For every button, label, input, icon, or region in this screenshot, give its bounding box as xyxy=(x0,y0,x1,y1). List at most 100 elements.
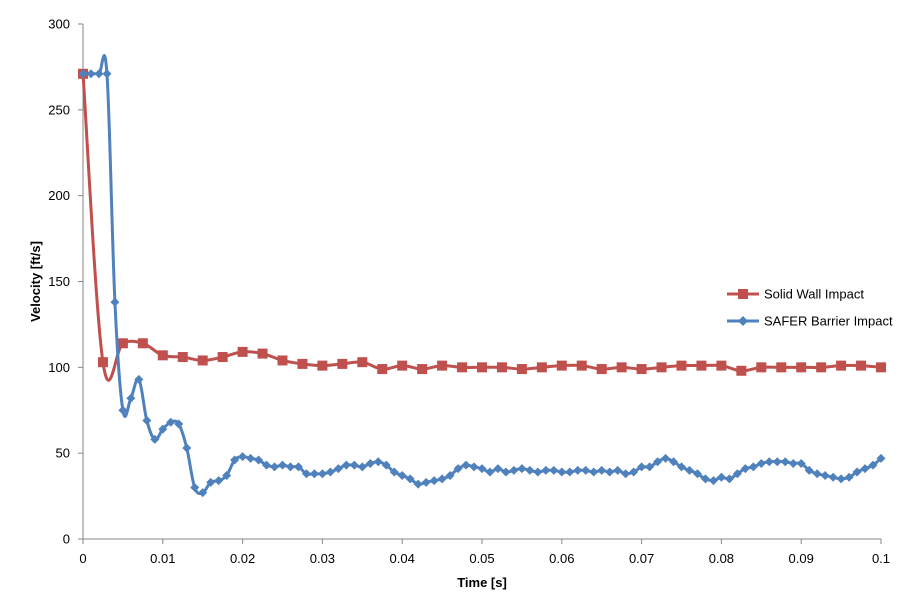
y-tick-label: 300 xyxy=(48,17,70,32)
data-point xyxy=(573,465,583,475)
legend-item: Solid Wall Impact xyxy=(727,287,864,302)
data-point xyxy=(724,474,734,484)
data-point xyxy=(142,416,152,426)
data-point xyxy=(254,455,264,465)
data-point xyxy=(262,460,272,470)
data-point xyxy=(197,355,208,366)
data-point xyxy=(597,465,607,475)
data-point xyxy=(700,474,710,484)
data-point xyxy=(596,364,607,375)
data-point xyxy=(828,472,838,482)
data-point xyxy=(669,457,679,467)
data-point xyxy=(836,474,846,484)
data-point xyxy=(285,462,295,472)
data-point xyxy=(645,462,655,472)
data-point xyxy=(541,465,551,475)
y-tick-labels: 0 50 100 150 200 250 300 xyxy=(48,17,70,547)
data-point xyxy=(576,360,587,371)
data-point xyxy=(852,467,862,477)
data-point xyxy=(397,470,407,480)
legend-label: Solid Wall Impact xyxy=(764,287,864,302)
data-point xyxy=(110,297,120,307)
x-tick-label: 0.06 xyxy=(549,551,574,566)
data-point xyxy=(137,338,148,349)
x-tick-label: 0 xyxy=(79,551,86,566)
legend-item: SAFER Barrier Impact xyxy=(727,314,893,329)
series-line xyxy=(82,54,882,496)
data-point xyxy=(740,464,750,474)
y-tick-label: 250 xyxy=(48,102,70,117)
data-point xyxy=(413,479,423,489)
x-tick-labels: 0 0.01 0.02 0.03 0.04 0.05 0.06 0.07 0.08 0.09 0.1 xyxy=(79,551,890,566)
axes xyxy=(78,23,882,544)
data-point xyxy=(820,470,830,480)
y-tick-label: 0 xyxy=(63,532,70,547)
x-tick-label: 0.01 xyxy=(150,551,175,566)
data-point xyxy=(756,458,766,468)
series-1 xyxy=(78,54,886,498)
data-point xyxy=(198,488,208,498)
data-point xyxy=(732,469,742,479)
data-point xyxy=(206,477,216,487)
data-point xyxy=(812,469,822,479)
data-point xyxy=(501,467,511,477)
data-point xyxy=(337,358,348,369)
data-point xyxy=(677,462,686,472)
data-point xyxy=(182,443,192,453)
x-axis-title: Time [s] xyxy=(457,575,507,590)
data-point xyxy=(277,355,288,366)
data-point xyxy=(860,464,870,474)
data-point xyxy=(716,360,727,371)
data-point xyxy=(405,474,415,484)
data-point xyxy=(477,464,487,474)
x-tick-label: 0.05 xyxy=(469,551,494,566)
data-point xyxy=(174,419,184,429)
data-point xyxy=(453,464,463,474)
data-point xyxy=(653,457,663,467)
data-point xyxy=(876,362,886,373)
data-point xyxy=(237,346,248,357)
data-point xyxy=(102,69,112,79)
data-point xyxy=(636,364,647,375)
data-point xyxy=(78,69,88,79)
data-point xyxy=(357,462,367,472)
data-point xyxy=(876,453,886,463)
legend: Solid Wall Impact SAFER Barrier Impact xyxy=(727,287,893,329)
data-point xyxy=(246,453,256,463)
data-point xyxy=(421,477,431,487)
data-point xyxy=(365,458,375,468)
data-point xyxy=(605,467,615,477)
data-point xyxy=(270,462,280,472)
data-point xyxy=(549,465,559,475)
data-point xyxy=(692,469,702,479)
y-tick-label: 100 xyxy=(48,360,70,375)
data-point xyxy=(377,364,388,375)
data-point xyxy=(301,469,311,479)
data-point xyxy=(517,464,527,474)
data-point xyxy=(317,469,327,479)
data-point xyxy=(788,458,798,468)
x-tick-label: 0.03 xyxy=(310,551,335,566)
data-point xyxy=(157,350,168,361)
data-point xyxy=(94,69,104,79)
data-point xyxy=(325,467,335,477)
data-point xyxy=(589,467,599,477)
series-layer xyxy=(78,54,886,498)
x-tick-label: 0.02 xyxy=(230,551,255,566)
data-point xyxy=(557,467,567,477)
data-point xyxy=(278,460,287,470)
data-point xyxy=(776,362,787,373)
series-0 xyxy=(78,68,886,382)
data-point xyxy=(461,460,471,470)
data-point xyxy=(177,352,188,363)
data-point xyxy=(868,460,878,470)
data-point xyxy=(341,460,351,470)
data-point xyxy=(613,465,623,475)
data-point xyxy=(748,462,758,472)
data-point xyxy=(257,348,268,359)
data-point xyxy=(217,352,228,363)
x-tick-label: 0.07 xyxy=(629,551,654,566)
legend-marker xyxy=(738,316,748,326)
data-point xyxy=(780,457,790,467)
data-point xyxy=(565,467,575,477)
